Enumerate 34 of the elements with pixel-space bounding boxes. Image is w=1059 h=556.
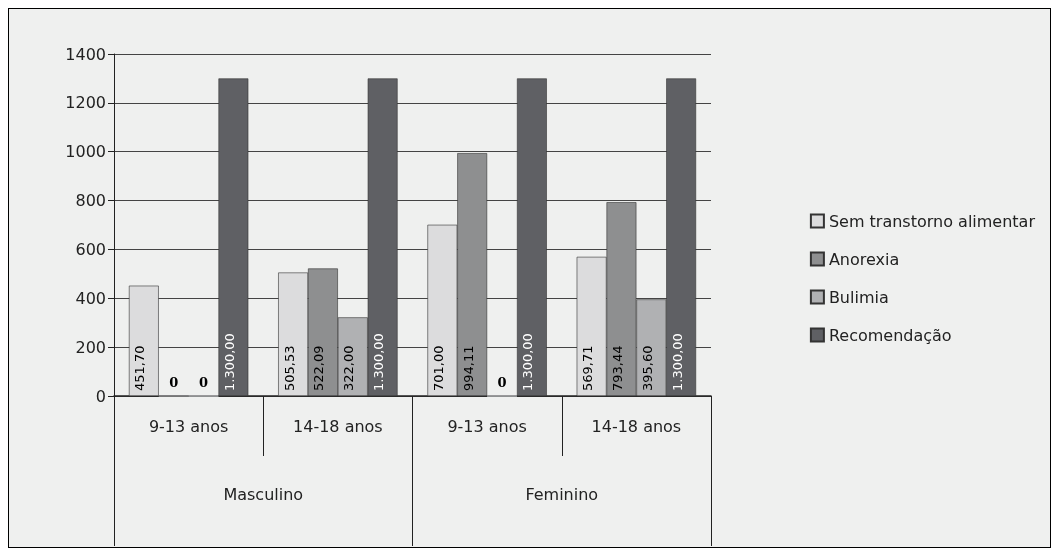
data-label: 395,60 (639, 345, 655, 391)
legend-label: Sem transtorno alimentar (828, 211, 1036, 231)
text: Masculino (223, 484, 304, 504)
data-label: 522,09 (311, 345, 327, 391)
text: Feminino (525, 484, 599, 504)
data-label: 0 (497, 374, 507, 390)
data-label: 1.300,00 (669, 333, 685, 391)
y-tick-label: 0 (95, 386, 106, 406)
data-label: 1.300,00 (221, 333, 237, 391)
data-label: 1.300,00 (520, 333, 536, 391)
data-label: 322,00 (341, 345, 357, 391)
y-tick-label: 600 (75, 239, 106, 259)
data-label: 793,44 (609, 345, 625, 391)
legend-label: Bulimia (828, 287, 889, 307)
data-label: 701,00 (430, 345, 446, 391)
legend-label: Recomendação (828, 325, 952, 345)
data-label: 451,70 (132, 345, 148, 391)
legend-label: Anorexia (828, 249, 900, 269)
y-tick-label: 1000 (65, 142, 106, 162)
data-label: 994,11 (460, 345, 476, 391)
x-tick-label: 9-13 anos (447, 416, 527, 436)
y-tick-label: 400 (75, 288, 106, 308)
y-tick-label: 800 (75, 191, 106, 211)
x-tick-label: 9-13 anos (148, 416, 229, 436)
y-tick-label: 1400 (65, 44, 106, 64)
x-tick-label: 14-18 anos (293, 416, 383, 436)
data-label: 1.300,00 (371, 333, 387, 391)
x-tick-label: 14-18 anos (591, 416, 682, 436)
y-tick-label: 1200 (65, 93, 106, 113)
y-tick-label: 200 (75, 337, 106, 357)
data-label: 0 (169, 374, 179, 390)
data-label: 505,53 (281, 345, 297, 391)
data-label: 569,71 (580, 345, 596, 391)
data-label: 0 (199, 374, 209, 390)
